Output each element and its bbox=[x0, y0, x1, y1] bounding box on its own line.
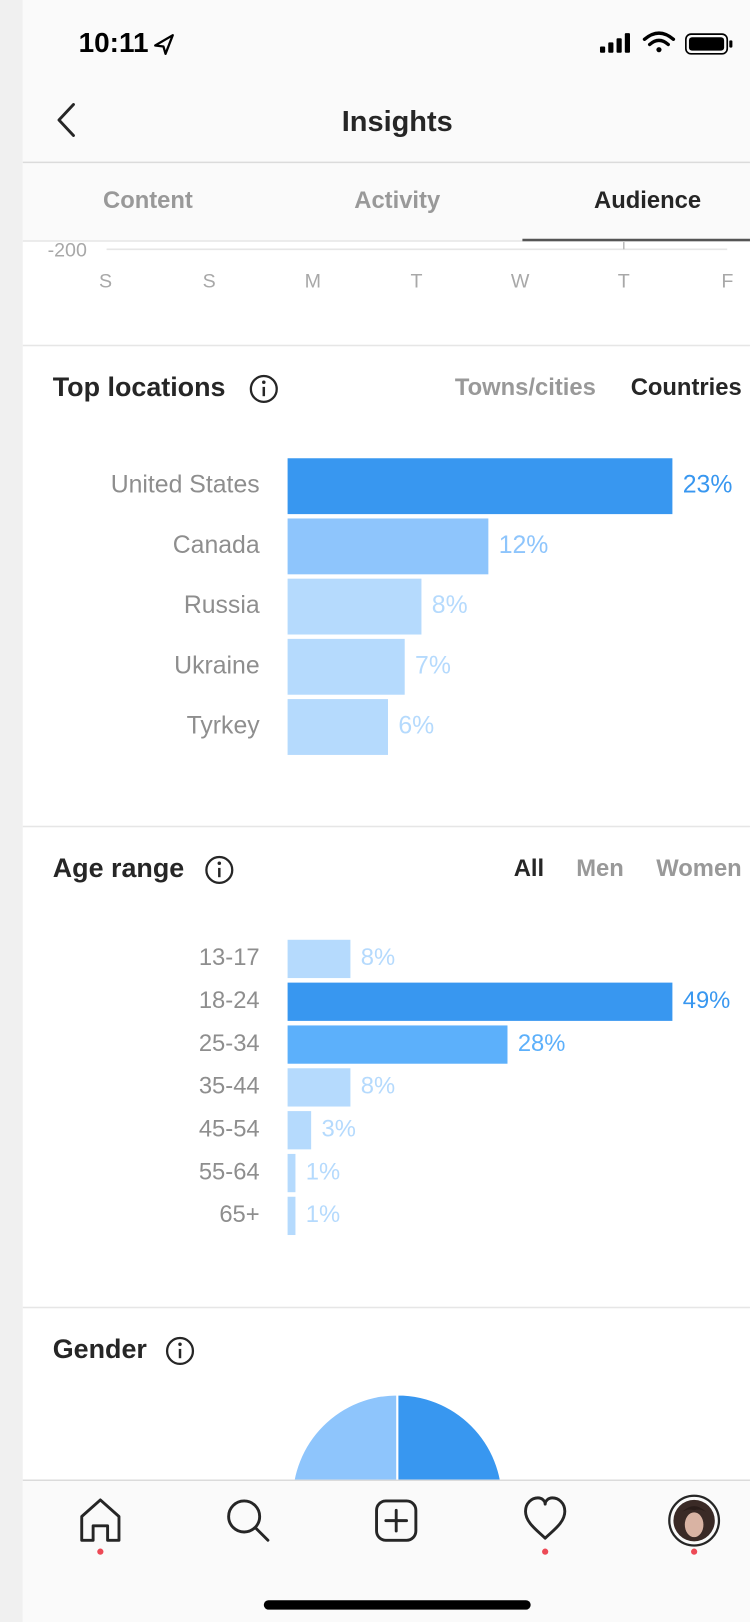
background bbox=[0, 0, 750, 1622]
x-tick-label: M bbox=[305, 271, 321, 293]
info-dot bbox=[262, 380, 266, 384]
header-background bbox=[23, 0, 750, 162]
value-label: 7% bbox=[415, 652, 451, 679]
left-strip bbox=[0, 0, 23, 1622]
notification-dot bbox=[691, 1549, 697, 1555]
value-label: 8% bbox=[432, 592, 468, 619]
category-label: 18-24 bbox=[199, 987, 260, 1014]
bar bbox=[288, 1025, 508, 1063]
category-label: Ukraine bbox=[174, 652, 260, 679]
notification-dot bbox=[97, 1549, 103, 1555]
x-tick-label: T bbox=[410, 271, 422, 293]
category-label: Russia bbox=[184, 592, 260, 619]
filter-option[interactable]: Men bbox=[576, 855, 624, 882]
category-label: 25-34 bbox=[199, 1030, 260, 1057]
value-label: 12% bbox=[499, 532, 549, 559]
bar bbox=[288, 699, 388, 755]
section-title: Gender bbox=[53, 1334, 148, 1364]
filter-option[interactable]: Women bbox=[656, 855, 741, 882]
top-bar: 10:11 Insights Content Activity Audience bbox=[23, 0, 750, 241]
section-title: Top locations bbox=[53, 372, 226, 402]
x-tick-label: W bbox=[511, 271, 530, 293]
status-time: 10:11 bbox=[79, 27, 149, 58]
value-label: 1% bbox=[306, 1158, 340, 1185]
info-dot bbox=[178, 1342, 182, 1346]
home-indicator bbox=[264, 1600, 531, 1609]
tab[interactable]: Audience bbox=[594, 187, 701, 214]
section-title: Age range bbox=[53, 853, 184, 883]
bar bbox=[288, 1197, 296, 1235]
bar bbox=[288, 1111, 312, 1149]
header-title: Insights bbox=[342, 106, 453, 138]
filter-option[interactable]: All bbox=[514, 855, 544, 882]
insights-screen: -200 S S M T W T F Top locations Towns/cities Coun… bbox=[0, 0, 750, 1622]
category-label: Canada bbox=[173, 532, 260, 559]
filter-option[interactable]: Countries bbox=[631, 374, 742, 401]
x-tick-label: S bbox=[99, 271, 112, 293]
notification-dot bbox=[542, 1549, 548, 1555]
category-label: 45-54 bbox=[199, 1116, 260, 1143]
value-label: 8% bbox=[361, 944, 395, 971]
tab[interactable]: Activity bbox=[354, 187, 441, 214]
profile-button[interactable] bbox=[669, 1496, 719, 1546]
value-label: 6% bbox=[398, 713, 434, 740]
value-label: 3% bbox=[321, 1116, 355, 1143]
tab[interactable]: Content bbox=[103, 187, 193, 214]
bar bbox=[288, 639, 405, 695]
bar bbox=[288, 1154, 296, 1192]
category-label: Tyrkey bbox=[187, 713, 261, 740]
x-tick-label: F bbox=[721, 271, 733, 293]
bar bbox=[288, 1068, 351, 1106]
value-label: 49% bbox=[683, 987, 731, 1014]
bar bbox=[288, 579, 422, 635]
bar bbox=[288, 940, 351, 978]
category-label: 55-64 bbox=[199, 1158, 260, 1185]
info-dot bbox=[218, 861, 222, 865]
bottom-nav bbox=[23, 1480, 750, 1622]
value-label: 1% bbox=[306, 1201, 340, 1228]
x-tick-label: T bbox=[618, 271, 630, 293]
bar bbox=[288, 518, 489, 574]
bar bbox=[288, 983, 673, 1021]
x-tick-label: S bbox=[203, 271, 216, 293]
y-tick-label: -200 bbox=[48, 240, 87, 262]
category-label: 13-17 bbox=[199, 944, 260, 971]
value-label: 23% bbox=[683, 472, 733, 499]
value-label: 28% bbox=[518, 1030, 566, 1057]
bar bbox=[288, 458, 673, 514]
category-label: United States bbox=[111, 472, 260, 499]
filter-option[interactable]: Towns/cities bbox=[455, 374, 596, 401]
value-label: 8% bbox=[361, 1073, 395, 1100]
category-label: 65+ bbox=[219, 1201, 259, 1228]
category-label: 35-44 bbox=[199, 1073, 260, 1100]
